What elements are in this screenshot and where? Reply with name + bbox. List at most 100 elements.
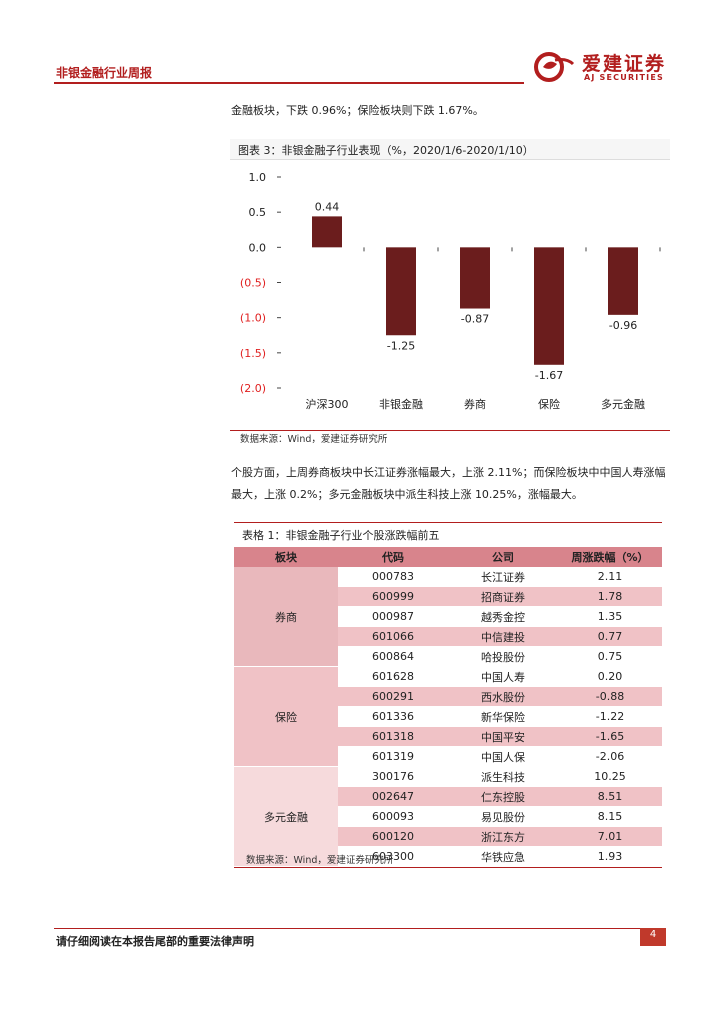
- company-cell: 西水股份: [448, 686, 558, 707]
- table-row: 000987 越秀金控 1.35: [234, 606, 662, 627]
- data-label: -0.96: [609, 319, 637, 332]
- table-row: 002647 仁东控股 8.51: [234, 786, 662, 807]
- code-cell: 601319: [338, 746, 448, 767]
- change-cell: 7.01: [558, 826, 662, 847]
- header-change: 周涨跌幅（%）: [558, 547, 662, 567]
- table-row: 600864 哈投股份 0.75: [234, 646, 662, 667]
- sector-cell: 多元金融: [234, 766, 338, 867]
- y-tick-label: (0.5): [240, 277, 266, 290]
- bar-chart: 1.0 0.5 0.0 (0.5) (1.0) (1.5) (2.0) 0.44 沪深300 -1…: [240, 171, 661, 411]
- header-sector: 板块: [234, 547, 338, 567]
- code-cell: 002647: [338, 786, 448, 807]
- company-cell: 华铁应急: [448, 846, 558, 867]
- change-cell: 8.51: [558, 786, 662, 807]
- table-row: 保险 601628 中国人寿 0.20: [234, 666, 662, 767]
- intro-text: 金融板块，下跌 0.96%；保险板块则下跌 1.67%。: [231, 104, 484, 117]
- change-cell: 1.35: [558, 606, 662, 627]
- bar: [534, 247, 564, 365]
- y-tick-label: 0.0: [249, 241, 267, 254]
- brand-name-cn: 爱建证券: [582, 53, 667, 75]
- table-row: 601066 中信建投 0.77: [234, 626, 662, 647]
- table-bottom-rule: [234, 867, 662, 868]
- category-label: 券商: [464, 397, 486, 411]
- company-cell: 中国人保: [448, 746, 558, 767]
- code-cell: 300176: [338, 766, 448, 787]
- report-title: 非银金融行业周报: [56, 66, 153, 80]
- y-tick-label: (1.5): [240, 347, 266, 360]
- code-cell: 601336: [338, 706, 448, 727]
- table-row: 601318 中国平安 -1.65: [234, 726, 662, 747]
- body-paragraph: 个股方面，上周券商板块中长江证券涨幅最大，上涨 2.11%；而保险板块中中国人寿…: [231, 466, 666, 501]
- brand-name-en: AJ SECURITIES: [584, 73, 664, 82]
- data-label: 0.44: [315, 200, 340, 213]
- change-cell: 0.77: [558, 626, 662, 647]
- table-row: 券商 000783 长江证券 2.11: [234, 567, 662, 667]
- chart-title-bar: [230, 139, 670, 160]
- category-label: 保险: [538, 397, 560, 411]
- company-cell: 易见股份: [448, 806, 558, 827]
- y-tick-label: 1.0: [249, 171, 267, 184]
- code-cell: 000987: [338, 606, 448, 627]
- change-cell: 0.20: [558, 666, 662, 687]
- y-tick-label: 0.5: [249, 206, 267, 219]
- company-cell: 中信建投: [448, 626, 558, 647]
- code-cell: 601066: [338, 626, 448, 647]
- code-cell: 600291: [338, 686, 448, 707]
- change-cell: 2.11: [558, 567, 662, 587]
- header-company: 公司: [448, 547, 558, 567]
- company-cell: 招商证券: [448, 586, 558, 607]
- data-label: -0.87: [461, 313, 489, 326]
- table-source: 数据来源：Wind，爱建证券研究所: [246, 855, 394, 866]
- company-cell: 浙江东方: [448, 826, 558, 847]
- table-row: 600999 招商证券 1.78: [234, 586, 662, 607]
- chart-caption: 图表 3：非银金融子行业表现（%，2020/1/6-2020/1/10）: [238, 144, 534, 157]
- table-caption: 表格 1：非银金融子行业个股涨跌幅前五: [234, 522, 662, 547]
- bar: [608, 247, 638, 315]
- table-row: 600291 西水股份 -0.88: [234, 686, 662, 707]
- table-row: 603300 华铁应急 1.93: [234, 846, 662, 867]
- change-cell: -1.22: [558, 706, 662, 727]
- company-cell: 中国人寿: [448, 666, 558, 687]
- change-cell: 10.25: [558, 766, 662, 787]
- category-label: 多元金融: [601, 397, 645, 411]
- code-cell: 600999: [338, 586, 448, 607]
- bar: [386, 247, 416, 336]
- change-cell: 1.78: [558, 586, 662, 607]
- company-cell: 越秀金控: [448, 606, 558, 627]
- footer-disclaimer: 请仔细阅读在本报告尾部的重要法律声明: [56, 935, 254, 948]
- bar: [312, 216, 342, 248]
- change-cell: 0.75: [558, 646, 662, 667]
- company-cell: 仁东控股: [448, 786, 558, 807]
- table-header-row: 板块 代码 公司 周涨跌幅（%）: [234, 547, 662, 567]
- code-cell: 603300: [338, 846, 448, 867]
- page-number: 4: [649, 929, 657, 940]
- data-label: -1.67: [535, 369, 563, 382]
- stock-table: 板块 代码 公司 周涨跌幅（%） 券商 000783 长江证券 2.11 600999 招…: [234, 547, 662, 867]
- sector-cell: 保险: [234, 666, 338, 767]
- y-tick-label: (2.0): [240, 382, 266, 395]
- change-cell: -0.88: [558, 686, 662, 707]
- change-cell: 8.15: [558, 806, 662, 827]
- change-cell: -2.06: [558, 746, 662, 767]
- code-cell: 600864: [338, 646, 448, 667]
- category-label: 非银金融: [379, 397, 423, 411]
- footer-divider: [54, 928, 666, 929]
- code-cell: 601318: [338, 726, 448, 747]
- page-number-badge: [640, 928, 666, 946]
- company-cell: 中国平安: [448, 726, 558, 747]
- chart-source: 数据来源：Wind，爱建证券研究所: [240, 434, 388, 445]
- company-cell: 哈投股份: [448, 646, 558, 667]
- bar: [460, 247, 490, 309]
- brand-logo-icon: [534, 52, 575, 82]
- company-cell: 派生科技: [448, 766, 558, 787]
- code-cell: 601628: [338, 666, 448, 687]
- header-divider: [54, 82, 524, 84]
- company-cell: 新华保险: [448, 706, 558, 727]
- table-row: 600120 浙江东方 7.01: [234, 826, 662, 847]
- code-cell: 600093: [338, 806, 448, 827]
- stock-table-box: 表格 1：非银金融子行业个股涨跌幅前五 板块 代码 公司 周涨跌幅（%） 券商 0…: [234, 522, 662, 868]
- change-cell: -1.65: [558, 726, 662, 747]
- table-row: 601336 新华保险 -1.22: [234, 706, 662, 727]
- table-row: 多元金融 300176 派生科技 10.25: [234, 766, 662, 867]
- y-tick-label: (1.0): [240, 312, 266, 325]
